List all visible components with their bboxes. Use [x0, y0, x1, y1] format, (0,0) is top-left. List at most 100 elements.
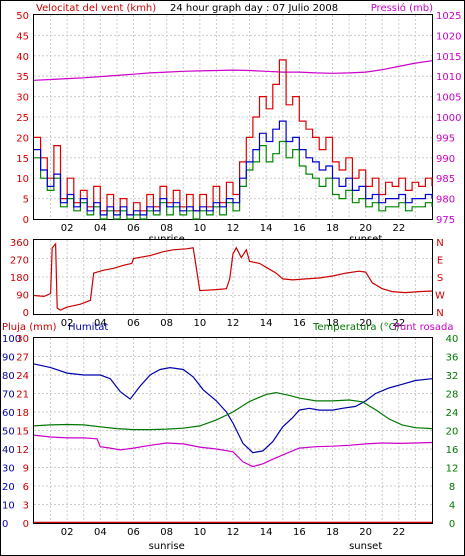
temperature-y-tick-label: 4: [449, 501, 455, 512]
x-tick-label: 04: [94, 527, 107, 538]
compass-label: N: [436, 308, 443, 319]
humidity-y-tick-label: 60: [2, 408, 15, 419]
wind-y-tick-label: 35: [16, 72, 29, 83]
humidity-temperature-series: [33, 363, 433, 523]
direction-y-tick-label: 90: [16, 291, 29, 302]
wind-pressure-panel: 0510152025303540455097598098599099510001…: [16, 2, 461, 245]
rain-y-tick-label: 9: [23, 464, 29, 475]
temperature-y-tick-label: 36: [446, 353, 459, 364]
x-tick-label: 22: [392, 318, 405, 329]
pressure-y-tick-label: 1020: [436, 31, 461, 42]
wind-y-tick-label: 0: [23, 215, 29, 226]
rain-y-tick-label: 3: [23, 501, 29, 512]
direction-y-tick-label: 180: [10, 273, 29, 284]
x-tick-label: 14: [260, 318, 273, 329]
x-tick-label: 02: [61, 318, 74, 329]
temperature-y-tick-label: 8: [449, 482, 455, 493]
x-tick-label: 10: [193, 318, 206, 329]
x-tick-label: 14: [260, 223, 273, 234]
wind-y-tick-label: 40: [16, 52, 29, 63]
x-annotation-label: sunrise: [149, 541, 185, 552]
x-tick-label: 12: [227, 527, 240, 538]
humidity-y-tick-label: 80: [2, 371, 15, 382]
x-tick-label: 06: [127, 223, 140, 234]
temperature-y-tick-label: 0: [449, 519, 455, 530]
wind-y-tick-label: 10: [16, 174, 29, 185]
compass-label: E: [437, 256, 443, 267]
temperature-y-tick-label: 20: [446, 427, 459, 438]
wind-y-tick-label: 5: [23, 195, 29, 206]
wind-average-line: [34, 120, 433, 216]
wind-direction-grid: [34, 240, 432, 314]
direction-y-tick-label: 270: [10, 256, 29, 267]
dewpoint-line: [33, 434, 433, 468]
rain-y-tick-label: 24: [16, 371, 29, 382]
pressure-y-tick-label: 1015: [436, 52, 461, 63]
x-tick-label: 04: [94, 223, 107, 234]
humidity-temperature-grid: [34, 338, 432, 523]
wind-direction-line: [33, 242, 433, 311]
temperature-y-tick-label: 28: [446, 390, 459, 401]
humidity-line: [33, 363, 433, 454]
x-tick-label: 18: [326, 527, 339, 538]
pressure-y-tick-label: 1005: [436, 93, 461, 104]
pressure-line: [33, 60, 433, 81]
wind-y-tick-label: 50: [16, 11, 29, 22]
wind-axis-title: Velocitat del vent (kmh): [36, 3, 156, 14]
humidity-temperature-axes: 0102030405060708090100036912151821242730…: [2, 334, 458, 552]
pressure-y-tick-label: 1010: [436, 72, 461, 83]
chart-title: 24 hour graph day : 07 Julio 2008: [170, 3, 338, 14]
x-tick-label: 08: [160, 223, 173, 234]
humidity-temperature-panel: 0102030405060708090100036912151821242730…: [2, 322, 458, 552]
rain-axis-title: Pluja (mm): [2, 322, 57, 333]
wind-y-tick-label: 15: [16, 154, 29, 165]
wind-y-tick-label: 45: [16, 31, 29, 42]
wind-y-tick-label: 25: [16, 113, 29, 124]
x-tick-label: 18: [326, 318, 339, 329]
pressure-y-tick-label: 1000: [436, 113, 461, 124]
rain-y-tick-label: 27: [16, 353, 29, 364]
pressure-y-tick-label: 1025: [436, 11, 461, 22]
direction-y-tick-label: 0: [23, 308, 29, 319]
humidity-y-tick-label: 10: [2, 501, 15, 512]
direction-y-tick-label: 360: [10, 238, 29, 249]
rain-y-tick-label: 0: [23, 519, 29, 530]
dewpoint-axis-title: Punt rosada: [394, 322, 453, 333]
x-tick-label: 20: [359, 223, 372, 234]
pressure-axis-title: Pressió (mb): [371, 2, 433, 14]
humidity-y-tick-label: 0: [2, 519, 8, 530]
x-tick-label: 16: [293, 318, 306, 329]
x-tick-label: 14: [260, 527, 273, 538]
x-tick-label: 12: [227, 318, 240, 329]
pressure-y-tick-label: 980: [436, 195, 455, 206]
wind-direction-series: [33, 242, 433, 311]
x-tick-label: 02: [61, 527, 74, 538]
x-tick-label: 10: [193, 527, 206, 538]
compass-label: N: [436, 238, 443, 249]
humidity-y-tick-label: 30: [2, 464, 15, 475]
rain-y-tick-label: 30: [16, 334, 29, 345]
x-tick-label: 06: [127, 527, 140, 538]
x-tick-label: 22: [392, 223, 405, 234]
x-tick-label: 08: [160, 318, 173, 329]
rain-y-tick-label: 12: [16, 445, 29, 456]
x-tick-label: 20: [359, 527, 372, 538]
wind-y-tick-label: 30: [16, 93, 29, 104]
x-tick-label: 10: [193, 223, 206, 234]
temperature-line: [33, 391, 433, 431]
temperature-y-tick-label: 32: [446, 371, 459, 382]
humidity-axis-title: Humitat: [68, 322, 108, 333]
x-tick-label: 12: [227, 223, 240, 234]
temperature-y-tick-label: 24: [446, 408, 459, 419]
rain-y-tick-label: 15: [16, 427, 29, 438]
x-tick-label: 02: [61, 223, 74, 234]
humidity-y-tick-label: 50: [2, 427, 15, 438]
x-tick-label: 04: [94, 318, 107, 329]
humidity-y-tick-label: 100: [2, 334, 21, 345]
compass-label: S: [437, 273, 443, 284]
humidity-y-tick-label: 90: [2, 353, 15, 364]
temperature-y-tick-label: 40: [446, 334, 459, 345]
x-tick-label: 08: [160, 527, 173, 538]
wind-y-tick-label: 20: [16, 133, 29, 144]
